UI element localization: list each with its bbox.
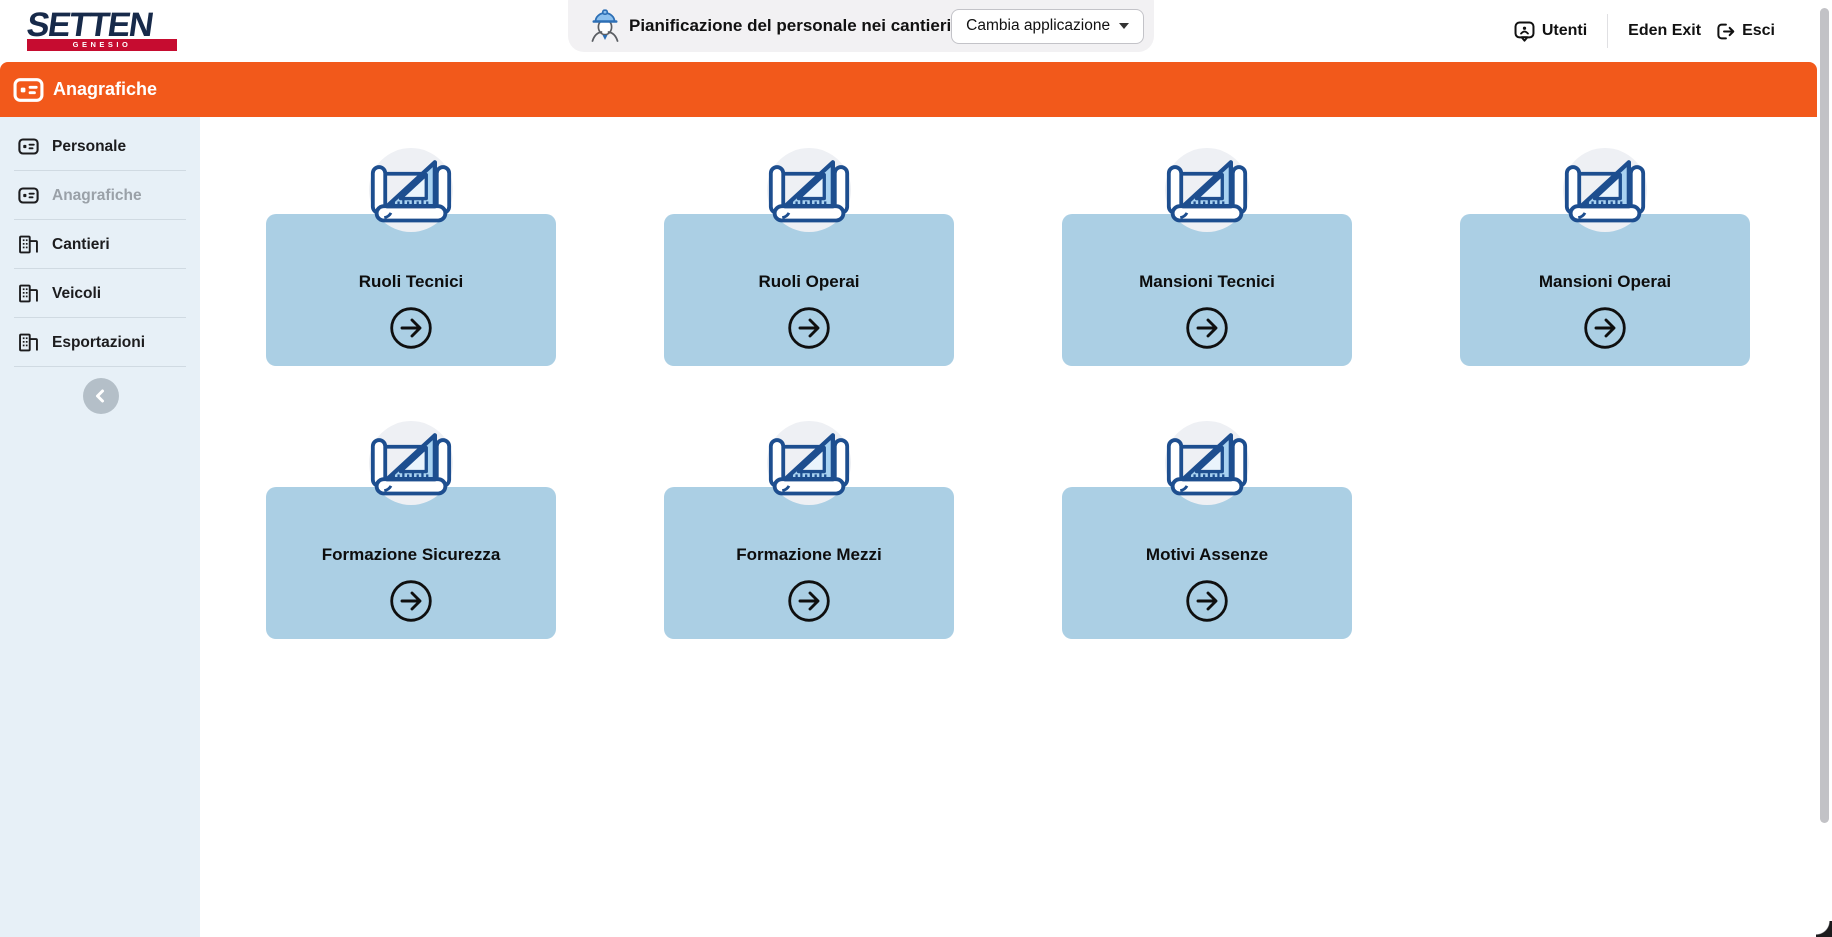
sidebar-item-veicoli[interactable]: Veicoli (0, 269, 200, 318)
arrow-right-circle-icon[interactable] (787, 579, 831, 623)
logout-label: Esci (1742, 22, 1775, 39)
arrow-right-circle-icon[interactable] (1185, 306, 1229, 350)
scrollbar-track (1817, 0, 1832, 937)
change-application-button[interactable]: Cambia applicazione (951, 8, 1145, 44)
arrow-right-circle-icon[interactable] (1185, 579, 1229, 623)
logout-button[interactable]: Esci (1714, 21, 1775, 42)
arrow-right-circle-icon[interactable] (389, 306, 433, 350)
logo-red-band: GENESIO (27, 39, 177, 51)
blueprint-ruler-icon (1165, 421, 1249, 505)
card-title: Formazione Mezzi (736, 545, 882, 564)
logo-brand-text: SETTEN (24, 6, 155, 44)
card-title: Formazione Sicurezza (321, 545, 501, 564)
sidebar-item-esportazioni[interactable]: Esportazioni (0, 318, 200, 367)
arrow-right-circle-icon[interactable] (389, 579, 433, 623)
card-title: Mansioni Operai (1538, 272, 1672, 291)
change-application-label: Cambia applicazione (966, 17, 1111, 34)
card-ruoli-tecnici[interactable]: Ruoli Tecnici (266, 214, 556, 366)
building-icon (18, 284, 39, 303)
card-title: Motivi Assenze (1145, 545, 1269, 564)
sidebar-collapse-button[interactable] (83, 378, 119, 414)
card-unit: Mansioni Operai (1460, 148, 1750, 366)
chevron-down-icon (1119, 23, 1130, 29)
card-unit: Ruoli Operai (664, 148, 954, 366)
arrow-right-circle-icon[interactable] (1583, 306, 1627, 350)
logout-icon (1714, 21, 1735, 42)
sidebar-item-label: Anagrafiche (52, 186, 142, 204)
header-divider (1607, 14, 1609, 48)
application-pill: Pianificazione del personale nei cantier… (568, 0, 1154, 52)
card-unit: Formazione Sicurezza (266, 421, 556, 639)
card-motivi-assenze[interactable]: Motivi Assenze (1062, 487, 1352, 639)
worker-helmet-icon (590, 8, 620, 42)
top-header: SETTEN GENESIO Pianificazione del person… (0, 0, 1817, 62)
card-title: Ruoli Operai (758, 272, 860, 291)
sidebar-item-personale[interactable]: Personale (0, 122, 200, 171)
setten-logo: SETTEN GENESIO (24, 6, 179, 52)
blueprint-ruler-icon (767, 421, 851, 505)
sidebar-item-label: Cantieri (52, 235, 110, 253)
users-label: Utenti (1541, 22, 1588, 39)
blueprint-ruler-icon (369, 148, 453, 232)
card-row: Ruoli Tecnici Ruoli Operai (266, 148, 1817, 366)
header-actions: Utenti Eden Exit Esci (1514, 0, 1775, 62)
blueprint-ruler-icon (369, 421, 453, 505)
card-formazione-mezzi[interactable]: Formazione Mezzi (664, 487, 954, 639)
blueprint-ruler-icon (1165, 148, 1249, 232)
id-card-icon (18, 186, 39, 205)
sidebar-item-label: Personale (52, 137, 127, 155)
logo-subtitle: GENESIO (72, 40, 132, 49)
card-unit: Motivi Assenze (1062, 421, 1352, 639)
section-banner: Anagrafiche (0, 62, 1817, 117)
sidebar: Personale Anagrafiche Cantieri Veicoli E… (0, 117, 200, 937)
chevron-left-icon (91, 386, 111, 406)
id-card-icon (13, 77, 44, 103)
id-card-icon (18, 137, 39, 156)
sidebar-item-label: Esportazioni (52, 333, 146, 351)
blueprint-ruler-icon (767, 148, 851, 232)
card-unit: Ruoli Tecnici (266, 148, 556, 366)
building-icon (18, 333, 39, 352)
card-title: Ruoli Tecnici (358, 272, 464, 291)
feedback-user-icon (1514, 21, 1535, 42)
arrow-right-circle-icon[interactable] (787, 306, 831, 350)
sidebar-item-anagrafiche[interactable]: Anagrafiche (0, 171, 200, 220)
current-user-name: Eden Exit (1628, 22, 1702, 39)
card-ruoli-operai[interactable]: Ruoli Operai (664, 214, 954, 366)
section-title: Anagrafiche (53, 79, 158, 99)
card-mansioni-tecnici[interactable]: Mansioni Tecnici (1062, 214, 1352, 366)
scrollbar-thumb[interactable] (1820, 8, 1829, 823)
card-title: Mansioni Tecnici (1139, 272, 1275, 291)
card-formazione-sicurezza[interactable]: Formazione Sicurezza (266, 487, 556, 639)
card-mansioni-operai[interactable]: Mansioni Operai (1460, 214, 1750, 366)
card-row: Formazione Sicurezza Formazione Mezzi (266, 421, 1817, 639)
sidebar-item-cantieri[interactable]: Cantieri (0, 220, 200, 269)
sidebar-item-label: Veicoli (52, 284, 102, 302)
building-icon (18, 235, 39, 254)
main-content: Ruoli Tecnici Ruoli Operai (200, 117, 1817, 937)
users-button[interactable]: Utenti (1514, 21, 1587, 42)
window-corner (1816, 921, 1832, 937)
card-unit: Formazione Mezzi (664, 421, 954, 639)
card-unit: Mansioni Tecnici (1062, 148, 1352, 366)
blueprint-ruler-icon (1563, 148, 1647, 232)
application-title: Pianificazione del personale nei cantier… (629, 16, 952, 35)
